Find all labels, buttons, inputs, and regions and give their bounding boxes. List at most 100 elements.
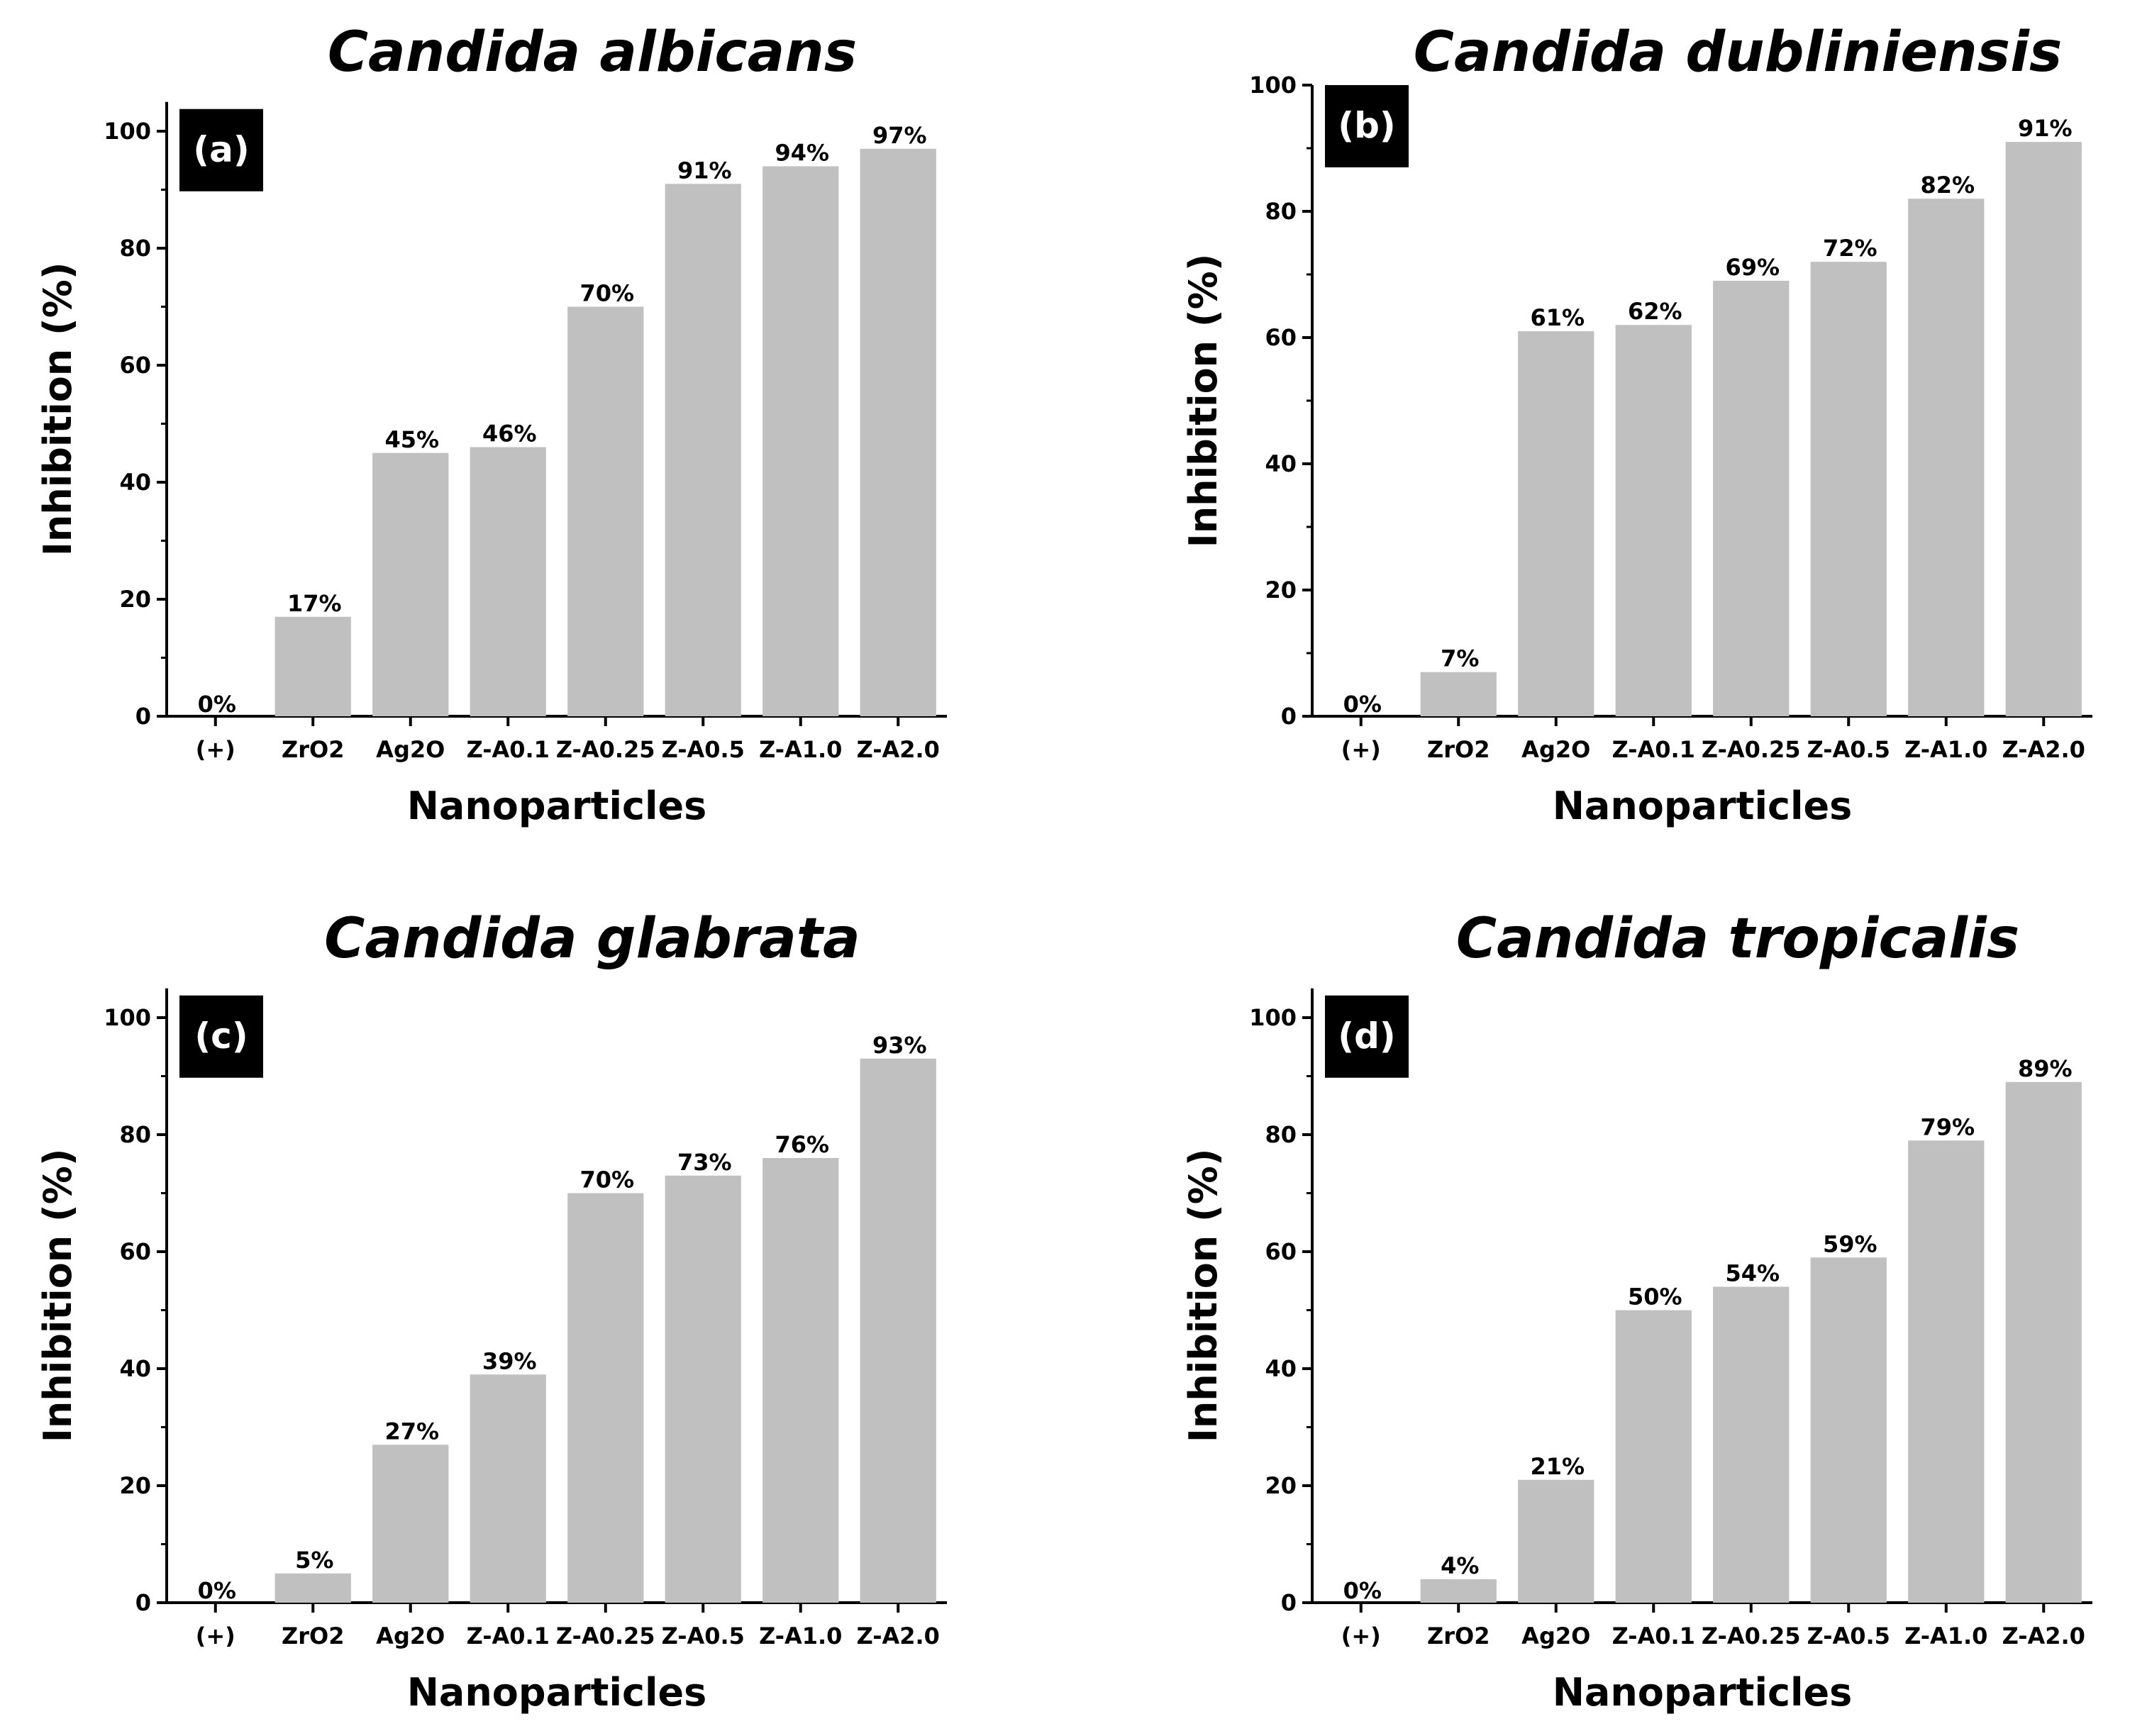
- x-tick-label: Z-A2.0: [2002, 736, 2085, 763]
- x-tick-label: ZrO2: [282, 1623, 344, 1649]
- panel-badge-label: (d): [1338, 1016, 1396, 1057]
- data-label: 46%: [482, 421, 537, 447]
- data-label: 97%: [872, 122, 927, 149]
- y-tick-label: 20: [1265, 577, 1297, 603]
- y-tick-label: 100: [1249, 1004, 1297, 1031]
- bar: [567, 306, 644, 716]
- x-tick-label: Z-A0.5: [1807, 1623, 1890, 1649]
- x-tick-label: Z-A0.1: [467, 1623, 550, 1649]
- bar: [1518, 331, 1594, 717]
- data-label: 59%: [1823, 1230, 1877, 1257]
- bar: [1518, 1479, 1594, 1603]
- x-tick-label: Z-A1.0: [759, 1623, 842, 1649]
- y-axis-label: Inhibition (%): [35, 262, 80, 556]
- data-label: 17%: [287, 590, 342, 617]
- data-label: 4%: [1441, 1552, 1479, 1579]
- y-tick-label: 100: [104, 118, 151, 145]
- data-label: 0%: [1343, 691, 1382, 718]
- data-label: 61%: [1530, 304, 1585, 331]
- chart-title: Candida tropicalis: [1456, 907, 2019, 971]
- x-tick-label: Z-A0.1: [1612, 1623, 1695, 1649]
- bar: [372, 1445, 449, 1603]
- y-tick-label: 80: [119, 235, 151, 262]
- data-label: 73%: [677, 1149, 732, 1176]
- bar: [1420, 1579, 1497, 1603]
- x-tick-label: ZrO2: [1427, 1623, 1490, 1649]
- data-label: 0%: [1343, 1577, 1382, 1604]
- bar: [1420, 672, 1497, 716]
- data-label: 21%: [1530, 1453, 1585, 1480]
- x-tick-label: Z-A2.0: [2002, 1623, 2085, 1649]
- y-tick-label: 100: [1249, 72, 1297, 99]
- x-tick-label: Z-A0.25: [556, 1623, 655, 1649]
- x-tick-label: Z-A2.0: [857, 1623, 940, 1649]
- y-tick-label: 20: [119, 1472, 151, 1499]
- x-tick-label: Ag2O: [376, 1623, 445, 1649]
- y-axis-label: Inhibition (%): [1181, 1148, 1226, 1442]
- x-axis-label: Nanoparticles: [407, 1670, 707, 1715]
- data-label: 91%: [677, 157, 732, 184]
- chart-title: Candida albicans: [328, 21, 857, 84]
- x-tick-label: Z-A0.5: [1807, 736, 1890, 763]
- bar: [665, 184, 741, 716]
- bar: [1810, 1257, 1887, 1603]
- panel-badge-label: (c): [194, 1016, 248, 1057]
- data-label: 7%: [1441, 645, 1479, 672]
- chart-panel-2: Candida dubliniensis 0 20 40 60 80 100 Inhibiti…: [1181, 21, 2092, 828]
- bar: [274, 616, 351, 716]
- bar: [274, 1573, 351, 1603]
- bar: [1713, 280, 1790, 716]
- data-label: 93%: [872, 1032, 927, 1059]
- x-axis-label: Nanoparticles: [407, 784, 707, 828]
- bar: [1810, 262, 1887, 716]
- bar: [567, 1193, 644, 1603]
- x-tick-label: Z-A1.0: [759, 736, 842, 763]
- data-label: 76%: [775, 1131, 829, 1158]
- bar: [470, 1374, 546, 1603]
- x-tick-label: Z-A1.0: [1904, 736, 1987, 763]
- y-tick-label: 0: [1281, 703, 1297, 730]
- y-tick-label: 60: [119, 352, 151, 379]
- y-tick-label: 40: [1265, 1355, 1297, 1382]
- data-label: 82%: [1920, 172, 1975, 199]
- panel-badge-label: (b): [1338, 105, 1396, 146]
- x-tick-label: ZrO2: [1427, 736, 1490, 763]
- data-label: 0%: [198, 691, 236, 718]
- y-tick-label: 80: [119, 1121, 151, 1148]
- y-tick-label: 80: [1265, 1121, 1297, 1148]
- x-tick-label: (+): [1341, 1623, 1381, 1649]
- y-tick-label: 100: [104, 1004, 151, 1031]
- x-tick-label: Ag2O: [376, 736, 445, 763]
- y-tick-label: 0: [135, 1589, 151, 1616]
- data-label: 72%: [1823, 235, 1877, 262]
- y-tick-label: 40: [119, 469, 151, 496]
- bar: [470, 447, 546, 716]
- bar: [762, 1158, 839, 1603]
- bar: [860, 1058, 936, 1603]
- x-tick-label: Z-A0.25: [1702, 736, 1801, 763]
- y-tick-label: 60: [1265, 1238, 1297, 1265]
- chart-panel-4: Candida tropicalis 0 20 40 60 80 100 Inhibition…: [1181, 907, 2092, 1715]
- data-label: 50%: [1628, 1284, 1682, 1311]
- bar: [2005, 1081, 2082, 1603]
- y-tick-label: 60: [1265, 324, 1297, 351]
- y-tick-label: 0: [135, 703, 151, 730]
- data-label: 89%: [2018, 1055, 2073, 1082]
- bar: [1615, 325, 1692, 716]
- y-tick-label: 40: [119, 1355, 151, 1382]
- bar: [1908, 199, 1985, 716]
- bar: [665, 1175, 741, 1603]
- bar: [762, 166, 839, 716]
- data-label: 70%: [579, 280, 634, 307]
- bar: [1908, 1140, 1985, 1603]
- bar: [372, 452, 449, 716]
- data-label: 79%: [1920, 1113, 1975, 1140]
- panel-badge: [179, 995, 263, 1078]
- data-label: 69%: [1725, 254, 1780, 281]
- y-tick-label: 0: [1281, 1589, 1297, 1616]
- bar: [2005, 142, 2082, 717]
- x-tick-label: Z-A0.25: [1702, 1623, 1801, 1649]
- bar: [1713, 1286, 1790, 1603]
